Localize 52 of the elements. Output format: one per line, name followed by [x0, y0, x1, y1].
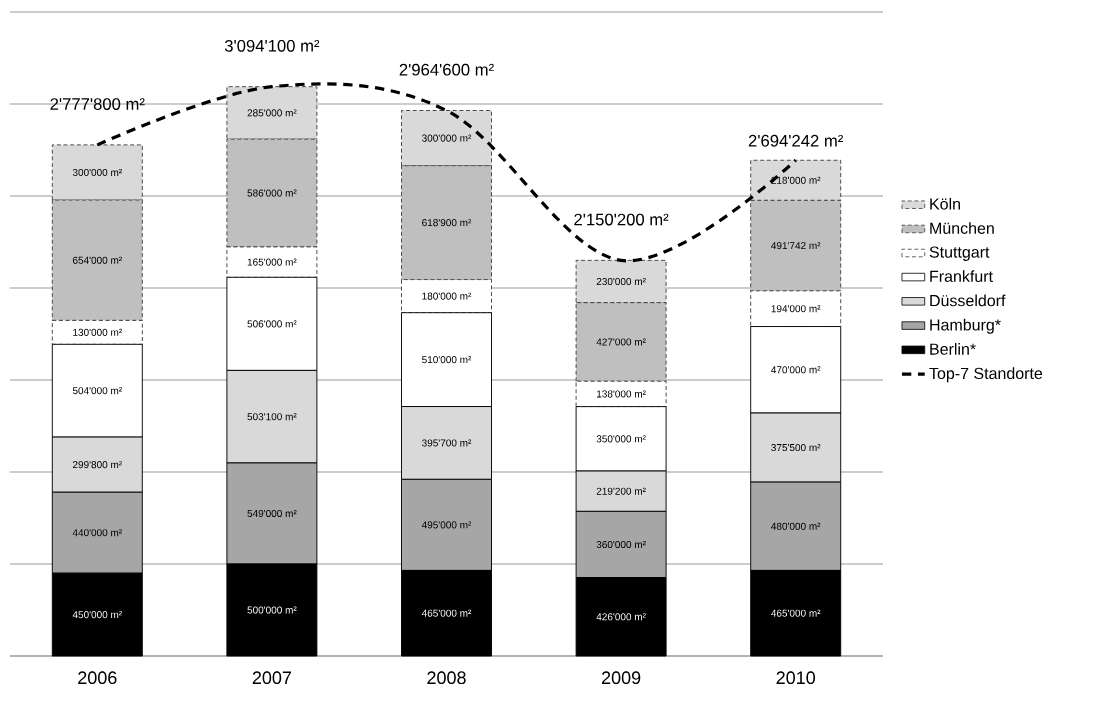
data-label: 350'000 m² [596, 435, 646, 443]
data-label: 180'000 m² [422, 292, 472, 300]
data-label: 618'900 m² [422, 219, 472, 227]
data-label: 465'000 m² [771, 609, 821, 617]
legend-label: Düsseldorf [930, 294, 1006, 307]
data-label: 465'000 m² [421, 609, 472, 617]
data-label: 586'000 m² [247, 189, 297, 197]
legend-label: Frankfurt [930, 270, 993, 283]
legend-label: Top-7 Standorte [929, 367, 1043, 383]
data-label: 2'694'242 m² [748, 134, 844, 147]
legend-label: München [930, 222, 994, 234]
data-label: 285'000 m² [247, 109, 297, 117]
legend-label: Berlin* [930, 343, 976, 355]
data-label: 2'777'800 m² [50, 98, 145, 110]
data-label: 300'000 m² [72, 168, 122, 177]
data-label: 504'000 m² [72, 387, 122, 395]
data-label: 427'000 m² [596, 338, 646, 346]
data-label: 230'000 m² [596, 277, 646, 286]
data-label: 510'000 m² [422, 356, 472, 364]
x-tick-label: 2008 [427, 671, 466, 685]
data-label: 654'000 m² [72, 256, 122, 264]
legend-label: Stuttgart [929, 246, 990, 261]
data-label: 375'500 m² [771, 444, 821, 452]
data-label: 2'150'200 m² [574, 213, 669, 226]
data-label: 219'200 m² [596, 487, 646, 495]
x-tick-label: 2007 [252, 671, 292, 685]
data-label: 130'000 m² [73, 328, 122, 336]
legend-label: Hamburg* [930, 318, 1001, 334]
data-label: 165'000 m² [247, 258, 297, 266]
data-label: 2'964'600 m² [399, 63, 494, 76]
data-label: 549'000 m² [247, 509, 297, 518]
data-label: 360'000 m² [596, 540, 646, 549]
data-label: 426'000 m² [596, 613, 646, 621]
data-label: 3'094'100 m² [224, 39, 320, 52]
data-label: 480'000 m² [771, 522, 821, 530]
data-label: 194'000 m² [771, 305, 821, 313]
x-tick-label: 2006 [78, 671, 117, 685]
x-tick-label: 2010 [776, 671, 816, 685]
data-label: 299'800 m² [72, 461, 122, 469]
data-label: 450'000 m² [72, 611, 122, 619]
data-label: 138'000 m² [597, 390, 646, 398]
data-label: 470'000 m² [771, 366, 821, 374]
data-label: 300'000 m² [422, 134, 472, 142]
x-tick-label: 2009 [601, 671, 641, 685]
data-label: 440'000 m² [72, 529, 122, 537]
data-label: 500'000 m² [247, 606, 297, 614]
data-label: 503'100 m² [247, 413, 297, 421]
data-label: 491'742 m² [771, 242, 821, 250]
legend-label: Köln [930, 197, 960, 210]
data-label: 506'000 m² [247, 320, 297, 328]
data-label: 495'000 m² [421, 521, 472, 529]
data-label: 395'700 m² [422, 439, 472, 447]
